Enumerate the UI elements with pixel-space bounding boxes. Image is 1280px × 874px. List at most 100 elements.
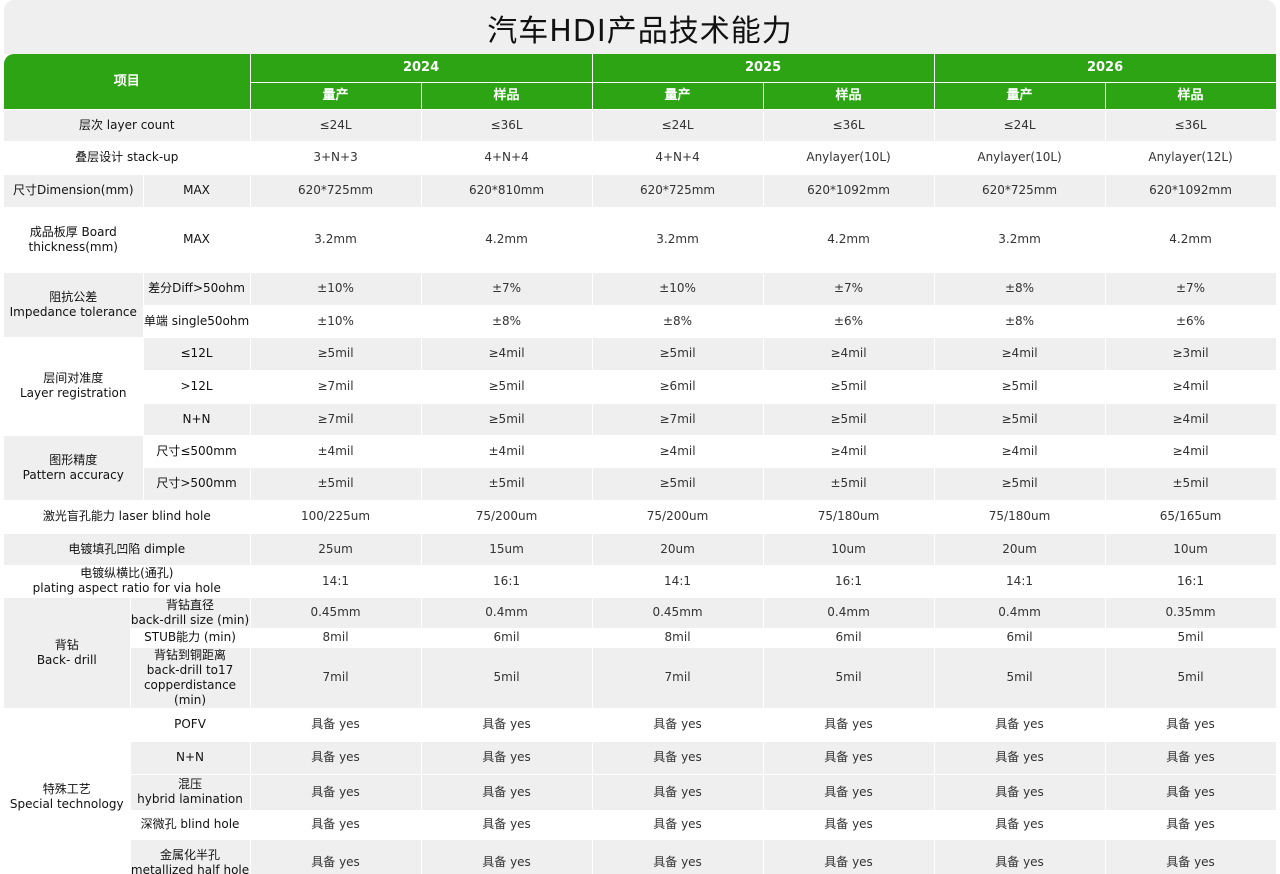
row-item-label: 成品板厚 Board thickness(mm)	[4, 207, 144, 273]
value-cell: 620*725mm	[592, 174, 764, 208]
value-cell: ≥4mil	[1105, 370, 1277, 404]
value-cell: ≥5mil	[934, 403, 1106, 436]
row-group-label: 层间对准度 Layer registration	[4, 337, 144, 436]
value-cell: 620*810mm	[421, 174, 593, 208]
value-cell: ≤36L	[421, 109, 593, 142]
header-sample: 样品	[421, 82, 593, 110]
value-cell: ≥5mil	[934, 467, 1106, 501]
value-cell: ≤24L	[934, 109, 1106, 142]
value-cell: 具备 yes	[592, 839, 764, 874]
value-cell: 14:1	[934, 565, 1106, 598]
value-cell: 具备 yes	[421, 774, 593, 811]
value-cell: ±7%	[421, 272, 593, 306]
value-cell: ≥5mil	[592, 337, 764, 371]
value-cell: 4.2mm	[421, 207, 593, 273]
value-cell: ≥5mil	[592, 467, 764, 501]
header-year: 2026	[934, 54, 1277, 83]
value-cell: ±8%	[934, 272, 1106, 306]
value-cell: 16:1	[421, 565, 593, 598]
value-cell: 具备 yes	[421, 810, 593, 840]
value-cell: 4.2mm	[763, 207, 935, 273]
row-sub-label: POFV	[130, 708, 251, 742]
table-row: 激光盲孔能力 laser blind hole 100/225um 75/200um…	[4, 500, 1277, 534]
value-cell: 具备 yes	[250, 741, 422, 775]
table-row: 混压 hybrid lamination 具备 yes 具备 yes 具备 yes 具备…	[4, 774, 1277, 811]
value-cell: 具备 yes	[934, 839, 1106, 874]
header-sample: 样品	[1105, 82, 1277, 110]
value-cell: 6mil	[763, 628, 935, 648]
value-cell: 14:1	[250, 565, 422, 598]
value-cell: 14:1	[592, 565, 764, 598]
value-cell: 具备 yes	[763, 774, 935, 811]
value-cell: 具备 yes	[763, 708, 935, 742]
value-cell: 0.45mm	[592, 597, 764, 629]
value-cell: ±5mil	[421, 467, 593, 501]
value-cell: 具备 yes	[763, 839, 935, 874]
value-cell: 3.2mm	[250, 207, 422, 273]
table-row: 成品板厚 Board thickness(mm) MAX 3.2mm 4.2mm 3.2…	[4, 207, 1277, 273]
value-cell: Anylayer(12L)	[1105, 141, 1277, 175]
value-cell: ±8%	[592, 305, 764, 338]
header-mass-production: 量产	[250, 82, 422, 110]
row-sub-label: ≤12L	[143, 337, 251, 371]
value-cell: ≥6mil	[592, 370, 764, 404]
title-bar: 汽车HDI产品技术能力	[4, 0, 1276, 54]
row-sub-label: 混压 hybrid lamination	[130, 774, 251, 811]
header-item: 项目	[4, 54, 251, 110]
header-sample: 样品	[763, 82, 935, 110]
value-cell: ±6%	[763, 305, 935, 338]
value-cell: 4+N+4	[592, 141, 764, 175]
value-cell: 具备 yes	[934, 774, 1106, 811]
value-cell: 具备 yes	[592, 741, 764, 775]
value-cell: 具备 yes	[1105, 708, 1277, 742]
value-cell: 5mil	[1105, 647, 1277, 709]
value-cell: ±5mil	[250, 467, 422, 501]
table-row: 层次 layer count ≤24L ≤36L ≤24L ≤36L ≤24L ≤36L	[4, 109, 1277, 142]
value-cell: 20um	[934, 533, 1106, 566]
value-cell: 0.4mm	[763, 597, 935, 629]
value-cell: 16:1	[763, 565, 935, 598]
value-cell: ≥4mil	[1105, 435, 1277, 468]
row-item-label: 电镀填孔凹陷 dimple	[4, 533, 251, 566]
table-row: 单端 single50ohm ±10% ±8% ±8% ±6% ±8% ±6%	[4, 305, 1277, 338]
value-cell: ±10%	[250, 272, 422, 306]
value-cell: 0.4mm	[421, 597, 593, 629]
value-cell: ≥7mil	[250, 403, 422, 436]
row-sub-label: 深微孔 blind hole	[130, 810, 251, 840]
row-group-label: 阻抗公差 Impedance tolerance	[4, 272, 144, 338]
header-mass-production: 量产	[934, 82, 1106, 110]
value-cell: 具备 yes	[934, 708, 1106, 742]
value-cell: ≥5mil	[934, 370, 1106, 404]
table-row: 层间对准度 Layer registration ≤12L ≥5mil ≥4mil ≥5…	[4, 337, 1277, 436]
value-cell: ≥4mil	[934, 337, 1106, 371]
table-row: 特殊工艺 Special technology POFV 具备 yes 具备 yes 具…	[4, 708, 1277, 874]
row-item-label: 尺寸Dimension(mm)	[4, 174, 144, 208]
value-cell: 具备 yes	[592, 774, 764, 811]
value-cell: 620*1092mm	[763, 174, 935, 208]
value-cell: 620*1092mm	[1105, 174, 1277, 208]
value-cell: ≥4mil	[421, 337, 593, 371]
value-cell: 具备 yes	[1105, 774, 1277, 811]
value-cell: 3.2mm	[592, 207, 764, 273]
value-cell: ≥5mil	[763, 403, 935, 436]
table-row: 背钻 Back- drill 背钻直径 back-drill size (min)…	[4, 597, 1277, 709]
table-row: 叠层设计 stack-up 3+N+3 4+N+4 4+N+4 Anylayer(10L…	[4, 141, 1277, 175]
row-sub-label: STUB能力 (min)	[130, 628, 251, 648]
value-cell: 具备 yes	[1105, 839, 1277, 874]
value-cell: 具备 yes	[421, 839, 593, 874]
value-cell: ±10%	[592, 272, 764, 306]
value-cell: 具备 yes	[250, 839, 422, 874]
value-cell: 15um	[421, 533, 593, 566]
table-row: 阻抗公差 Impedance tolerance 差分Diff>50ohm ±10%…	[4, 272, 1277, 338]
value-cell: ≥4mil	[1105, 403, 1277, 436]
value-cell: ≥5mil	[421, 370, 593, 404]
value-cell: ±4mil	[250, 435, 422, 468]
value-cell: ±7%	[763, 272, 935, 306]
value-cell: 4.2mm	[1105, 207, 1277, 273]
row-item-label: 叠层设计 stack-up	[4, 141, 251, 175]
value-cell: 620*725mm	[250, 174, 422, 208]
row-sub-label: 单端 single50ohm	[143, 305, 251, 338]
header-year: 2025	[592, 54, 935, 83]
value-cell: ±10%	[250, 305, 422, 338]
value-cell: ≥7mil	[592, 403, 764, 436]
